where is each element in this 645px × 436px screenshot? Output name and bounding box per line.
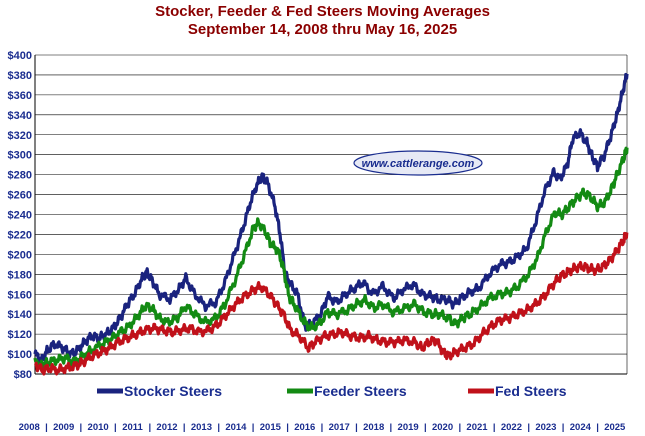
y-tick-label: $380 <box>8 70 32 82</box>
y-tick-label: $360 <box>8 90 32 102</box>
x-tick-label: 2023 <box>535 422 556 433</box>
legend-label-stocker-steers: Stocker Steers <box>124 383 222 399</box>
y-tick-label: $160 <box>8 289 32 301</box>
x-tick-separator: | <box>562 422 565 433</box>
x-tick-separator: | <box>390 422 393 433</box>
x-tick-separator: | <box>458 422 461 433</box>
x-tick-separator: | <box>424 422 427 433</box>
series-line-feeder-steers <box>33 146 629 371</box>
watermark-text: www.cattlerange.com <box>362 158 475 170</box>
x-tick-separator: | <box>148 422 151 433</box>
y-tick-label: $200 <box>8 249 32 261</box>
x-tick-separator: | <box>80 422 83 433</box>
x-tick-separator: | <box>527 422 530 433</box>
chart-title: Stocker, Feeder & Fed Steers Moving Aver… <box>155 3 490 20</box>
y-tick-label: $80 <box>14 369 32 381</box>
y-tick-label: $260 <box>8 190 32 202</box>
y-tick-label: $300 <box>8 150 32 162</box>
y-tick-label: $100 <box>8 349 32 361</box>
x-tick-label: 2009 <box>53 422 74 433</box>
y-tick-label: $240 <box>8 210 32 222</box>
x-tick-label: 2012 <box>156 422 177 433</box>
x-tick-separator: | <box>321 422 324 433</box>
x-tick-separator: | <box>355 422 358 433</box>
legend-label-feeder-steers: Feeder Steers <box>314 383 407 399</box>
x-tick-separator: | <box>45 422 48 433</box>
y-tick-label: $280 <box>8 170 32 182</box>
x-tick-label: 2021 <box>466 422 488 433</box>
x-tick-label: 2013 <box>191 422 212 433</box>
x-tick-separator: | <box>286 422 289 433</box>
x-tick-label: 2016 <box>294 422 315 433</box>
legend-label-fed-steers: Fed Steers <box>495 383 567 399</box>
x-tick-label: 2024 <box>570 422 592 433</box>
x-tick-label: 2020 <box>432 422 453 433</box>
x-tick-label: 2010 <box>88 422 109 433</box>
y-tick-label: $180 <box>8 269 32 281</box>
y-tick-label: $400 <box>8 50 32 62</box>
x-tick-separator: | <box>217 422 220 433</box>
x-tick-separator: | <box>493 422 496 433</box>
x-tick-separator: | <box>114 422 117 433</box>
y-tick-label: $220 <box>8 229 32 241</box>
x-tick-separator: | <box>596 422 599 433</box>
x-tick-separator: | <box>183 422 186 433</box>
y-tick-label: $120 <box>8 329 32 341</box>
x-tick-label: 2022 <box>501 422 522 433</box>
x-tick-label: 2008 <box>19 422 40 433</box>
x-tick-label: 2017 <box>329 422 350 433</box>
x-tick-separator: | <box>252 422 255 433</box>
x-tick-label: 2015 <box>260 422 282 433</box>
x-tick-label: 2019 <box>398 422 419 433</box>
y-tick-label: $140 <box>8 309 32 321</box>
series-line-stocker-steers <box>33 72 629 363</box>
x-tick-label: 2014 <box>225 422 247 433</box>
watermark-ellipse <box>353 150 483 176</box>
chart-subtitle: September 14, 2008 thru May 16, 2025 <box>187 21 458 38</box>
y-tick-label: $340 <box>8 110 32 122</box>
y-tick-label: $320 <box>8 130 32 142</box>
x-tick-label: 2025 <box>604 422 626 433</box>
x-tick-label: 2018 <box>363 422 384 433</box>
series-line-fed-steers <box>33 231 629 376</box>
x-tick-label: 2011 <box>122 422 143 433</box>
